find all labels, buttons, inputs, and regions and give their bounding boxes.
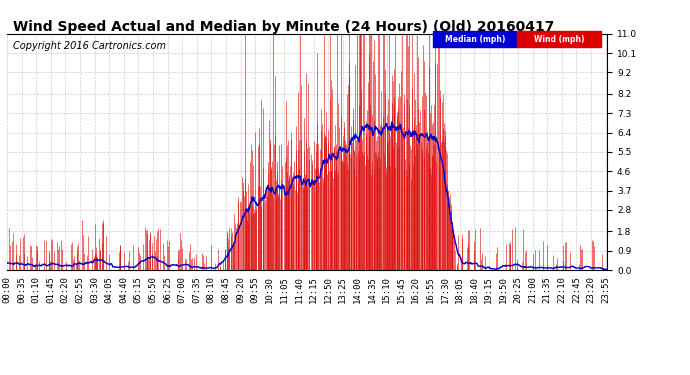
Text: Wind (mph): Wind (mph): [534, 34, 584, 44]
FancyBboxPatch shape: [518, 32, 601, 47]
Text: Wind Speed Actual and Median by Minute (24 Hours) (Old) 20160417: Wind Speed Actual and Median by Minute (…: [13, 20, 554, 34]
Text: Median (mph): Median (mph): [445, 34, 505, 44]
Text: Copyright 2016 Cartronics.com: Copyright 2016 Cartronics.com: [13, 41, 166, 51]
FancyBboxPatch shape: [433, 32, 518, 47]
